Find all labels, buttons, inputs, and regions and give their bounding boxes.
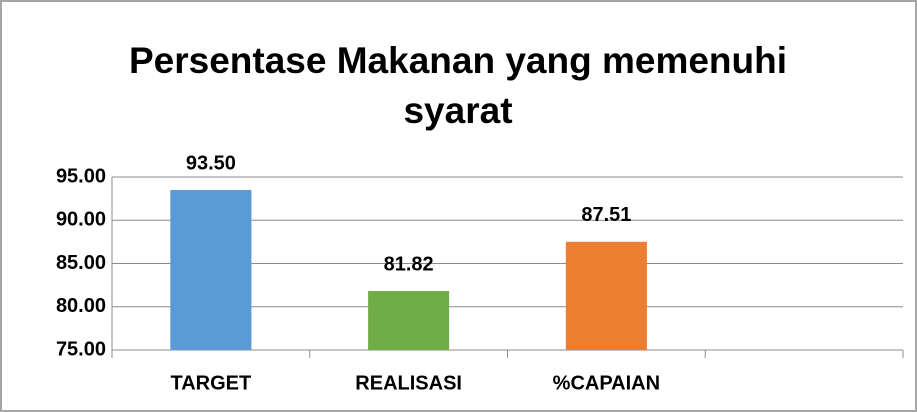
y-tick-label: 85.00	[56, 252, 106, 274]
y-tick-label: 80.00	[56, 295, 106, 317]
y-tick-label: 90.00	[56, 209, 106, 231]
bar	[170, 189, 252, 350]
bar	[565, 241, 647, 350]
x-tick-label: REALISASI	[355, 372, 462, 394]
x-tick-label: %CAPAIAN	[553, 372, 660, 394]
bar	[368, 291, 450, 350]
y-tick-label: 75.00	[56, 338, 106, 360]
y-tick-label: 95.00	[56, 165, 106, 187]
data-label: 93.50	[186, 152, 236, 174]
data-label: 81.82	[384, 253, 434, 275]
x-tick-label: TARGET	[171, 372, 252, 394]
data-label: 87.51	[581, 204, 631, 226]
chart-title: Persentase Makanan yang memenuhi syarat	[128, 40, 788, 131]
